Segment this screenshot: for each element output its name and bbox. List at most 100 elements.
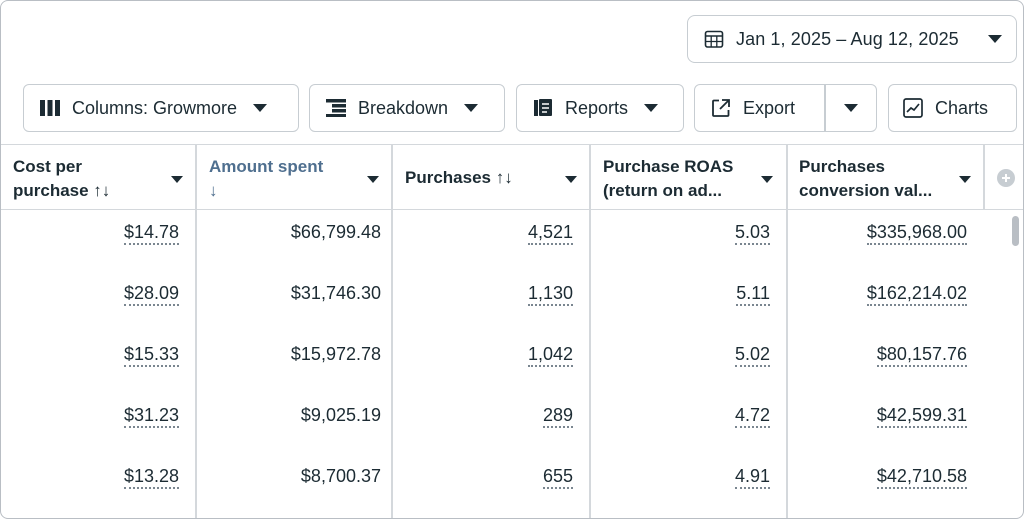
chevron-down-icon <box>253 104 268 112</box>
cell-value: $42,599.31 <box>876 405 967 428</box>
cell-value: $162,214.02 <box>866 283 967 306</box>
cell-amount-spent: $31,746.30 <box>291 283 381 304</box>
export-button[interactable]: Export <box>711 85 841 131</box>
cell-conversion-value[interactable]: $80,157.76 <box>876 344 967 367</box>
cell-cost-per-purchase[interactable]: $15.33 <box>123 344 179 367</box>
cell-conversion-value[interactable]: $335,968.00 <box>866 222 967 245</box>
breakdown-icon <box>326 98 346 118</box>
column-header-cost-per-purchase[interactable]: Cost per purchase ↑↓ <box>1 145 195 209</box>
cell-purchase-roas[interactable]: 5.11 <box>736 283 770 306</box>
chevron-down-icon <box>644 104 659 112</box>
cell-purchases[interactable]: 1,042 <box>527 344 573 367</box>
breakdown-button-label: Breakdown <box>358 97 449 118</box>
cell-amount-spent: $15,972.78 <box>291 344 381 365</box>
table-row: $13.28 $8,700.37 655 4.91 $42,710.58 <box>1 454 991 515</box>
column-header-purchases[interactable]: Purchases ↑↓ <box>393 145 589 209</box>
header-line: conversion val... <box>799 181 933 200</box>
column-divider <box>589 144 591 518</box>
cell-value: 1,042 <box>527 344 573 367</box>
column-header-amount-spent[interactable]: Amount spent ↓ <box>197 145 391 209</box>
calendar-icon <box>704 30 724 48</box>
cell-purchase-roas[interactable]: 5.02 <box>734 344 770 367</box>
vertical-scrollbar[interactable] <box>1009 212 1021 517</box>
scrollbar-thumb[interactable] <box>1012 216 1019 246</box>
header-line: (return on ad... <box>603 181 722 200</box>
columns-button[interactable]: Columns: Growmore <box>23 84 299 132</box>
export-dropdown-button[interactable] <box>825 85 877 131</box>
columns-icon <box>40 98 60 118</box>
table-row: $31.23 $9,025.19 289 4.72 $42,599.31 <box>1 393 991 454</box>
reports-button-label: Reports <box>565 97 629 118</box>
cell-value: $66,799.48 <box>290 222 381 242</box>
column-divider <box>983 144 985 210</box>
cell-amount-spent: $66,799.48 <box>291 222 381 243</box>
table-header: Cost per purchase ↑↓ Amount spent ↓ Purc… <box>1 144 1023 210</box>
cell-cost-per-purchase[interactable]: $28.09 <box>123 283 179 306</box>
charts-button[interactable]: Charts <box>888 84 1017 132</box>
export-icon <box>711 98 731 118</box>
cell-value: $31,746.30 <box>290 283 381 303</box>
cell-conversion-value[interactable]: $162,214.02 <box>866 283 967 306</box>
column-divider <box>391 144 393 518</box>
cell-purchase-roas[interactable]: 4.72 <box>734 405 770 428</box>
cell-cost-per-purchase[interactable]: $14.78 <box>123 222 179 245</box>
chevron-down-icon[interactable] <box>171 176 183 183</box>
cell-cost-per-purchase[interactable]: $31.23 <box>123 405 179 428</box>
cell-value: 5.03 <box>734 222 770 245</box>
header-line: Purchases <box>799 157 885 176</box>
cell-value: 4.91 <box>734 466 770 489</box>
table-row: $15.33 $15,972.78 1,042 5.02 $80,157.76 <box>1 332 991 393</box>
chevron-down-icon[interactable] <box>565 176 577 183</box>
chevron-down-icon[interactable] <box>367 176 379 183</box>
cell-value: $15.33 <box>123 344 179 367</box>
charts-button-label: Charts <box>935 97 989 118</box>
cell-purchase-roas[interactable]: 5.03 <box>734 222 770 245</box>
cell-purchases[interactable]: 655 <box>542 466 573 489</box>
chevron-down-icon <box>988 35 1002 43</box>
header-line: Cost per <box>13 157 82 176</box>
export-button-group: Export <box>694 84 877 132</box>
chevron-down-icon[interactable] <box>761 176 773 183</box>
cell-purchases[interactable]: 289 <box>542 405 573 428</box>
breakdown-button[interactable]: Breakdown <box>309 84 505 132</box>
cell-value: $9,025.19 <box>300 405 381 425</box>
header-line: Amount spent <box>209 157 324 176</box>
header-line: Purchase ROAS <box>603 157 734 176</box>
column-divider <box>786 144 788 518</box>
cell-value: 289 <box>542 405 573 428</box>
header-line: purchase ↑↓ <box>13 181 111 200</box>
cell-value: $15,972.78 <box>290 344 381 364</box>
cell-value: $13.28 <box>123 466 179 489</box>
cell-amount-spent: $8,700.37 <box>301 466 381 487</box>
cell-value: 4,521 <box>527 222 573 245</box>
cell-value: 5.11 <box>736 283 770 306</box>
cell-conversion-value[interactable]: $42,710.58 <box>876 466 967 489</box>
cell-purchases[interactable]: 4,521 <box>527 222 573 245</box>
date-range-picker[interactable]: Jan 1, 2025 – Aug 12, 2025 <box>687 15 1017 63</box>
add-column-icon[interactable] <box>997 169 1015 187</box>
header-line: Purchases ↑↓ <box>405 168 513 187</box>
export-button-label: Export <box>743 97 796 118</box>
column-header-purchase-roas[interactable]: Purchase ROAS (return on ad... <box>591 145 785 209</box>
column-header-purchases-conversion-value[interactable]: Purchases conversion val... <box>787 145 983 209</box>
cell-conversion-value[interactable]: $42,599.31 <box>876 405 967 428</box>
cell-purchase-roas[interactable]: 4.91 <box>734 466 770 489</box>
table-body: $14.78 $66,799.48 4,521 5.03 $335,968.00… <box>1 210 1023 518</box>
cell-value: $28.09 <box>123 283 179 306</box>
cell-purchases[interactable]: 1,130 <box>527 283 573 306</box>
cell-value: $14.78 <box>123 222 179 245</box>
cell-value: $8,700.37 <box>300 466 381 486</box>
cell-value: 1,130 <box>527 283 573 306</box>
reports-button[interactable]: Reports <box>516 84 684 132</box>
export-divider <box>824 85 826 131</box>
table-row: $28.09 $31,746.30 1,130 5.11 $162,214.02 <box>1 271 991 332</box>
cell-value: 4.72 <box>734 405 770 428</box>
cell-value: $335,968.00 <box>866 222 967 245</box>
cell-value: $80,157.76 <box>876 344 967 367</box>
chevron-down-icon <box>844 104 858 112</box>
report-table: Cost per purchase ↑↓ Amount spent ↓ Purc… <box>1 144 1023 518</box>
chevron-down-icon[interactable] <box>959 176 971 183</box>
cell-cost-per-purchase[interactable]: $13.28 <box>123 466 179 489</box>
charts-icon <box>903 98 923 118</box>
